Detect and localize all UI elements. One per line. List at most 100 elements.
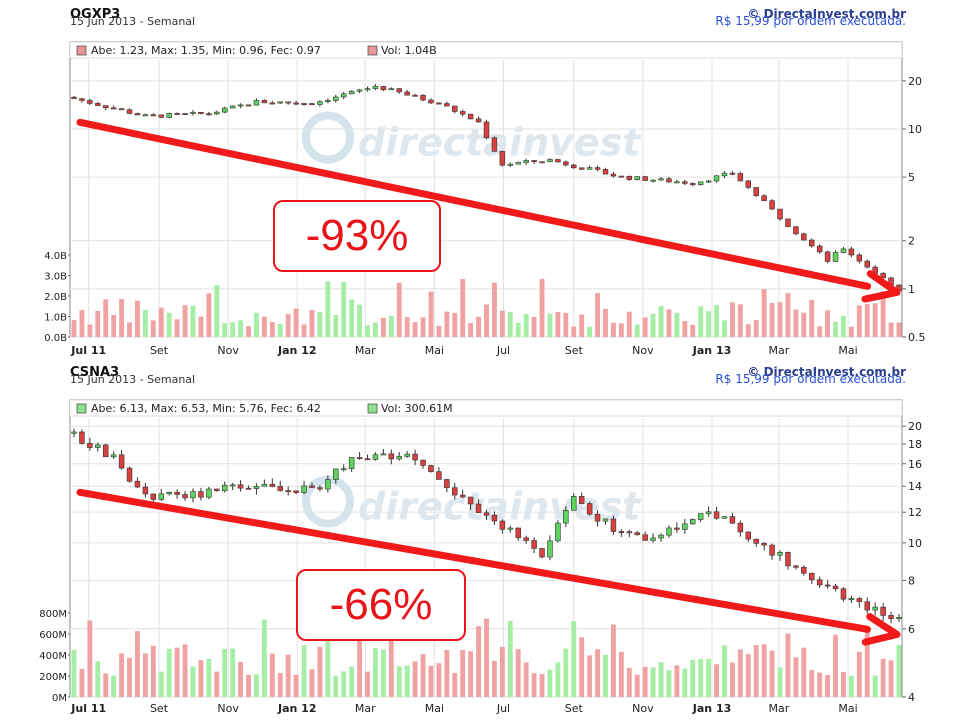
x-tick-label: Mar [768,702,789,715]
volume-bar [380,317,386,337]
candle [674,527,680,530]
volume-bar [571,621,577,697]
candle [872,606,878,611]
candle [340,93,347,98]
chart-date-line: 15 Jun 2013 - Semanal [70,373,195,386]
candle [206,113,212,116]
volume-bar [563,648,569,697]
volume-tick-label: 2.0B [44,292,67,303]
volume-bar [150,645,156,697]
legend-ohlc-swatch [76,45,87,56]
candle [555,159,561,163]
plot-frame [69,41,903,338]
volume-bar [793,657,799,697]
candle [801,233,807,241]
candle [634,176,640,180]
legend-ohlc-swatch [76,403,87,414]
volume-bar [87,324,93,337]
volume-tick-label: 1.0B [44,313,67,324]
candle [586,503,593,515]
chart-date-line: 15 Jun 2013 - Semanal [70,15,195,28]
legend-vol-swatch [367,403,378,414]
candle [412,94,418,97]
volume-bar [396,666,402,697]
y-tick-label: 10 [908,123,922,136]
volume-bar [626,667,632,697]
candle [594,167,601,170]
volume-bar [452,312,458,337]
volume-bar [293,308,299,337]
candle [880,606,886,616]
candle [785,552,791,567]
volume-bar [825,675,831,697]
candle [325,479,331,490]
volume-bar [158,671,164,697]
candle [674,181,680,184]
candle [436,102,442,105]
candle [301,485,307,493]
candle [134,113,141,116]
volume-bar [127,657,132,697]
legend-strip [69,41,903,59]
candle [499,151,506,166]
trend-arrow-line [76,118,872,290]
candle [301,103,307,105]
candle [285,101,291,104]
volume-bar [357,631,363,697]
volume-bar [595,649,600,697]
volume-tick-label: 400M [39,651,67,662]
candle [610,173,617,177]
candle [571,164,577,169]
volume-bar [666,670,672,697]
candle [444,103,450,107]
volume-bar [785,633,791,697]
volume-bar [674,312,680,337]
volume-bar [817,326,823,337]
volume-bar [833,634,838,697]
volume-bar [301,645,307,697]
candle [864,601,871,611]
volume-bar [484,304,489,337]
volume-bar [841,671,846,697]
volume-bar [896,322,902,337]
volume-bar [706,311,712,337]
candle [71,96,77,99]
volume-tick-label: 3.0B [44,272,67,283]
candle [475,118,482,123]
volume-bar [460,279,466,337]
candle [110,454,117,458]
x-tick-label: Nov [217,702,239,715]
candle [634,532,640,536]
volume-bar [642,666,648,697]
candle [721,172,728,177]
volume-bar [634,324,640,337]
volume-bar [103,673,109,697]
candle [801,566,807,574]
volume-bar [698,306,704,337]
volume-bar [587,326,593,337]
y-tick-label: 8 [908,574,915,587]
candle [793,565,799,568]
candle [126,467,133,482]
candle [777,552,783,556]
candle [840,588,847,600]
candle [547,159,553,163]
candle [531,160,537,163]
volume-bar [341,671,347,697]
candle [840,248,847,253]
candle [713,511,720,519]
volume-bar [79,310,85,337]
volume-bar [833,321,838,337]
volume-bar [468,322,474,337]
candle [539,161,545,164]
candle [697,513,704,520]
y-tick-label: 5 [908,171,915,184]
volume-bar [579,637,585,697]
volume-bar [476,626,482,697]
candle [467,496,474,505]
volume-bar [515,649,521,697]
volume-bar [825,310,831,337]
volume-bar [254,674,259,697]
